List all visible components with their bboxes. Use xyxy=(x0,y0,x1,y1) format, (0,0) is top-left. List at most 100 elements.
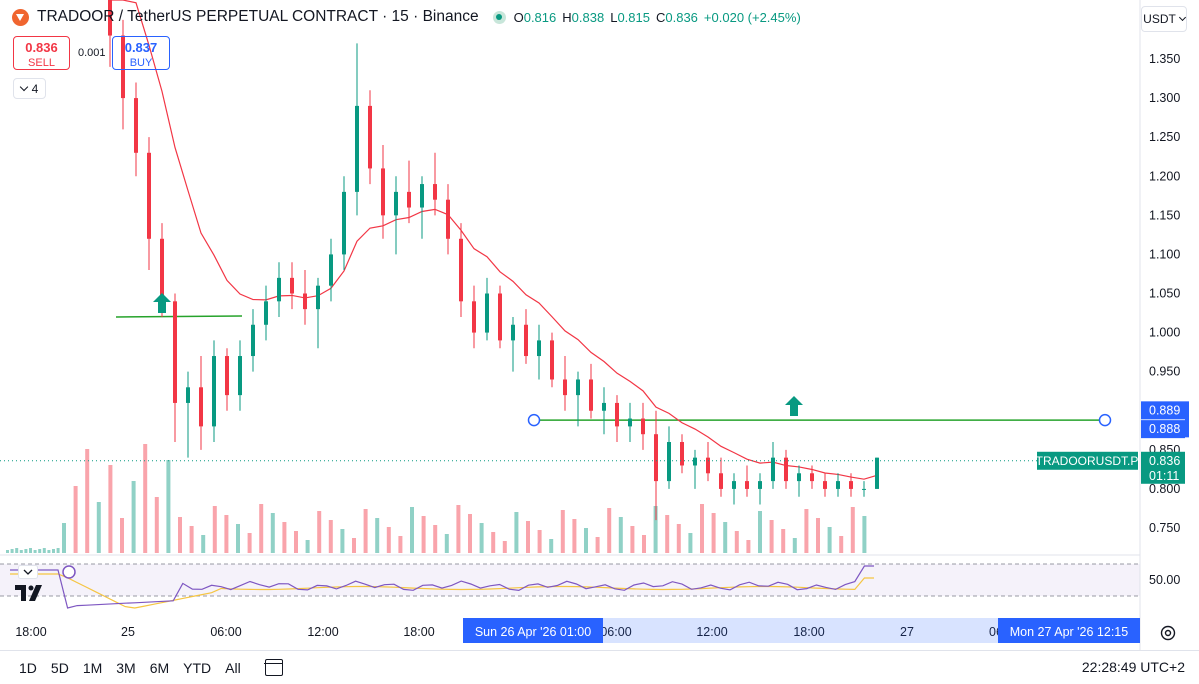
candle-body xyxy=(524,324,528,357)
time-axis: 18:00 25 06:00 12:00 18:00 06:00 12:00 18:00 27 0… xyxy=(15,618,1140,643)
candle-body xyxy=(147,152,151,239)
candle-countdown: 01:11 xyxy=(1149,469,1179,483)
volume-bar xyxy=(29,548,32,553)
ohlc-high: 0.838 xyxy=(571,9,605,25)
candle-body xyxy=(732,481,736,489)
volume-bar xyxy=(52,549,55,553)
ohlc-key: H xyxy=(562,9,572,25)
candle-body xyxy=(745,481,749,489)
volume-bar xyxy=(711,513,716,553)
candle-body xyxy=(446,199,450,239)
volume-bar xyxy=(189,526,194,553)
range-ytd-button[interactable]: YTD xyxy=(183,659,212,676)
volume-bar xyxy=(201,535,206,553)
tradingview-logo-icon xyxy=(15,585,45,606)
time-tick-label: 12:00 xyxy=(696,625,727,639)
ohlc-values: O0.816 H0.838 L0.815 C0.836 +0.020 (+2.4… xyxy=(514,10,801,25)
buy-button[interactable]: 0.837 BUY xyxy=(112,36,170,70)
rsi-level-label: 50.00 xyxy=(1149,573,1180,587)
volume-bar xyxy=(781,529,786,553)
time-tick-label: 25 xyxy=(121,625,135,639)
crosshair-date-right: Mon 27 Apr '26 12:15 xyxy=(1010,625,1128,639)
volume-bar xyxy=(421,516,426,553)
indicators-toggle-button[interactable]: 4 xyxy=(13,78,46,99)
volume-bar xyxy=(340,529,345,553)
volume-bar xyxy=(10,549,14,553)
volume-bar xyxy=(630,526,635,553)
price-tick-label: 1.350 xyxy=(1149,52,1180,66)
range-all-button[interactable]: All xyxy=(225,659,241,676)
volume-bar xyxy=(514,512,519,553)
candle-body xyxy=(706,457,710,474)
price-label-bg xyxy=(1141,401,1185,420)
candle-body xyxy=(719,473,723,489)
crosshair-date-left-bg xyxy=(463,618,603,643)
moving-average-line xyxy=(110,0,878,480)
volume-bar xyxy=(56,548,60,553)
symbol-title[interactable]: TRADOOR / TetherUS PERPETUAL CONTRACT · … xyxy=(37,8,479,25)
rsi-handle xyxy=(62,565,76,579)
candle-body xyxy=(316,285,320,310)
price-label-bar xyxy=(1185,401,1189,438)
line-handle xyxy=(527,413,541,427)
volume-bar xyxy=(595,537,600,553)
volume-bar xyxy=(410,507,414,553)
currency-selector[interactable]: USDT xyxy=(1141,6,1187,32)
range-1d-button[interactable]: 1D xyxy=(19,659,37,676)
time-tick-label: 06:00 xyxy=(600,625,631,639)
candle-body xyxy=(667,442,671,482)
volume-bar xyxy=(363,509,368,553)
range-1m-button[interactable]: 1M xyxy=(82,659,103,676)
candle-body xyxy=(355,105,359,192)
candle-body xyxy=(251,324,255,357)
range-6m-button[interactable]: 6M xyxy=(149,659,170,676)
volume-bar xyxy=(19,550,23,553)
ohlc-low: 0.815 xyxy=(617,9,650,25)
volume-bar xyxy=(502,541,507,553)
chevron-down-icon xyxy=(19,82,28,92)
volume-bar xyxy=(491,532,496,553)
price-tick-label: 0.800 xyxy=(1149,482,1180,496)
volume-bar xyxy=(433,525,438,553)
candle-body xyxy=(394,191,398,216)
candle-body xyxy=(290,277,294,294)
volume-bar xyxy=(305,540,310,553)
sell-price: 0.836 xyxy=(25,40,58,55)
volume-bar xyxy=(537,530,542,553)
volume-bar xyxy=(444,534,449,553)
price-tick-label: 1.250 xyxy=(1149,130,1180,144)
rsi-collapse-icon[interactable] xyxy=(18,565,38,579)
up-arrows xyxy=(153,293,803,416)
volume-bar xyxy=(792,538,797,553)
candle-body xyxy=(160,238,164,302)
volume-bar xyxy=(468,514,472,553)
candle-body xyxy=(407,191,411,208)
volume-bar xyxy=(700,504,704,553)
volume-bar xyxy=(38,549,42,553)
candlesticks xyxy=(108,0,879,521)
calendar-icon[interactable] xyxy=(264,659,284,676)
candle-body xyxy=(693,457,697,466)
market-status-icon xyxy=(492,10,506,24)
utc-clock[interactable]: 22:28:49 UTC+2 xyxy=(1081,659,1185,675)
chart-header: TRADOOR / TetherUS PERPETUAL CONTRACT · … xyxy=(12,8,801,26)
sell-button[interactable]: 0.836 SELL xyxy=(13,36,70,70)
candle-body xyxy=(199,387,203,427)
candle-body xyxy=(225,356,229,396)
ohlc-key: O xyxy=(513,9,524,25)
current-price-label: 0.836 xyxy=(1149,454,1180,468)
candle-body xyxy=(459,238,463,302)
range-3m-button[interactable]: 3M xyxy=(116,659,136,676)
range-5d-button[interactable]: 5D xyxy=(50,659,69,676)
time-tick-label: 12:00 xyxy=(307,625,338,639)
volume-bar xyxy=(270,513,275,553)
time-tick-label: 27 xyxy=(900,625,914,639)
volume-bar xyxy=(723,522,728,553)
candle-body xyxy=(576,379,580,396)
ohlc-key: L xyxy=(610,9,618,25)
volume-bar xyxy=(352,538,356,553)
up-arrow-icon xyxy=(785,396,803,416)
candle-body xyxy=(329,254,333,286)
gear-icon[interactable] xyxy=(1159,624,1177,642)
